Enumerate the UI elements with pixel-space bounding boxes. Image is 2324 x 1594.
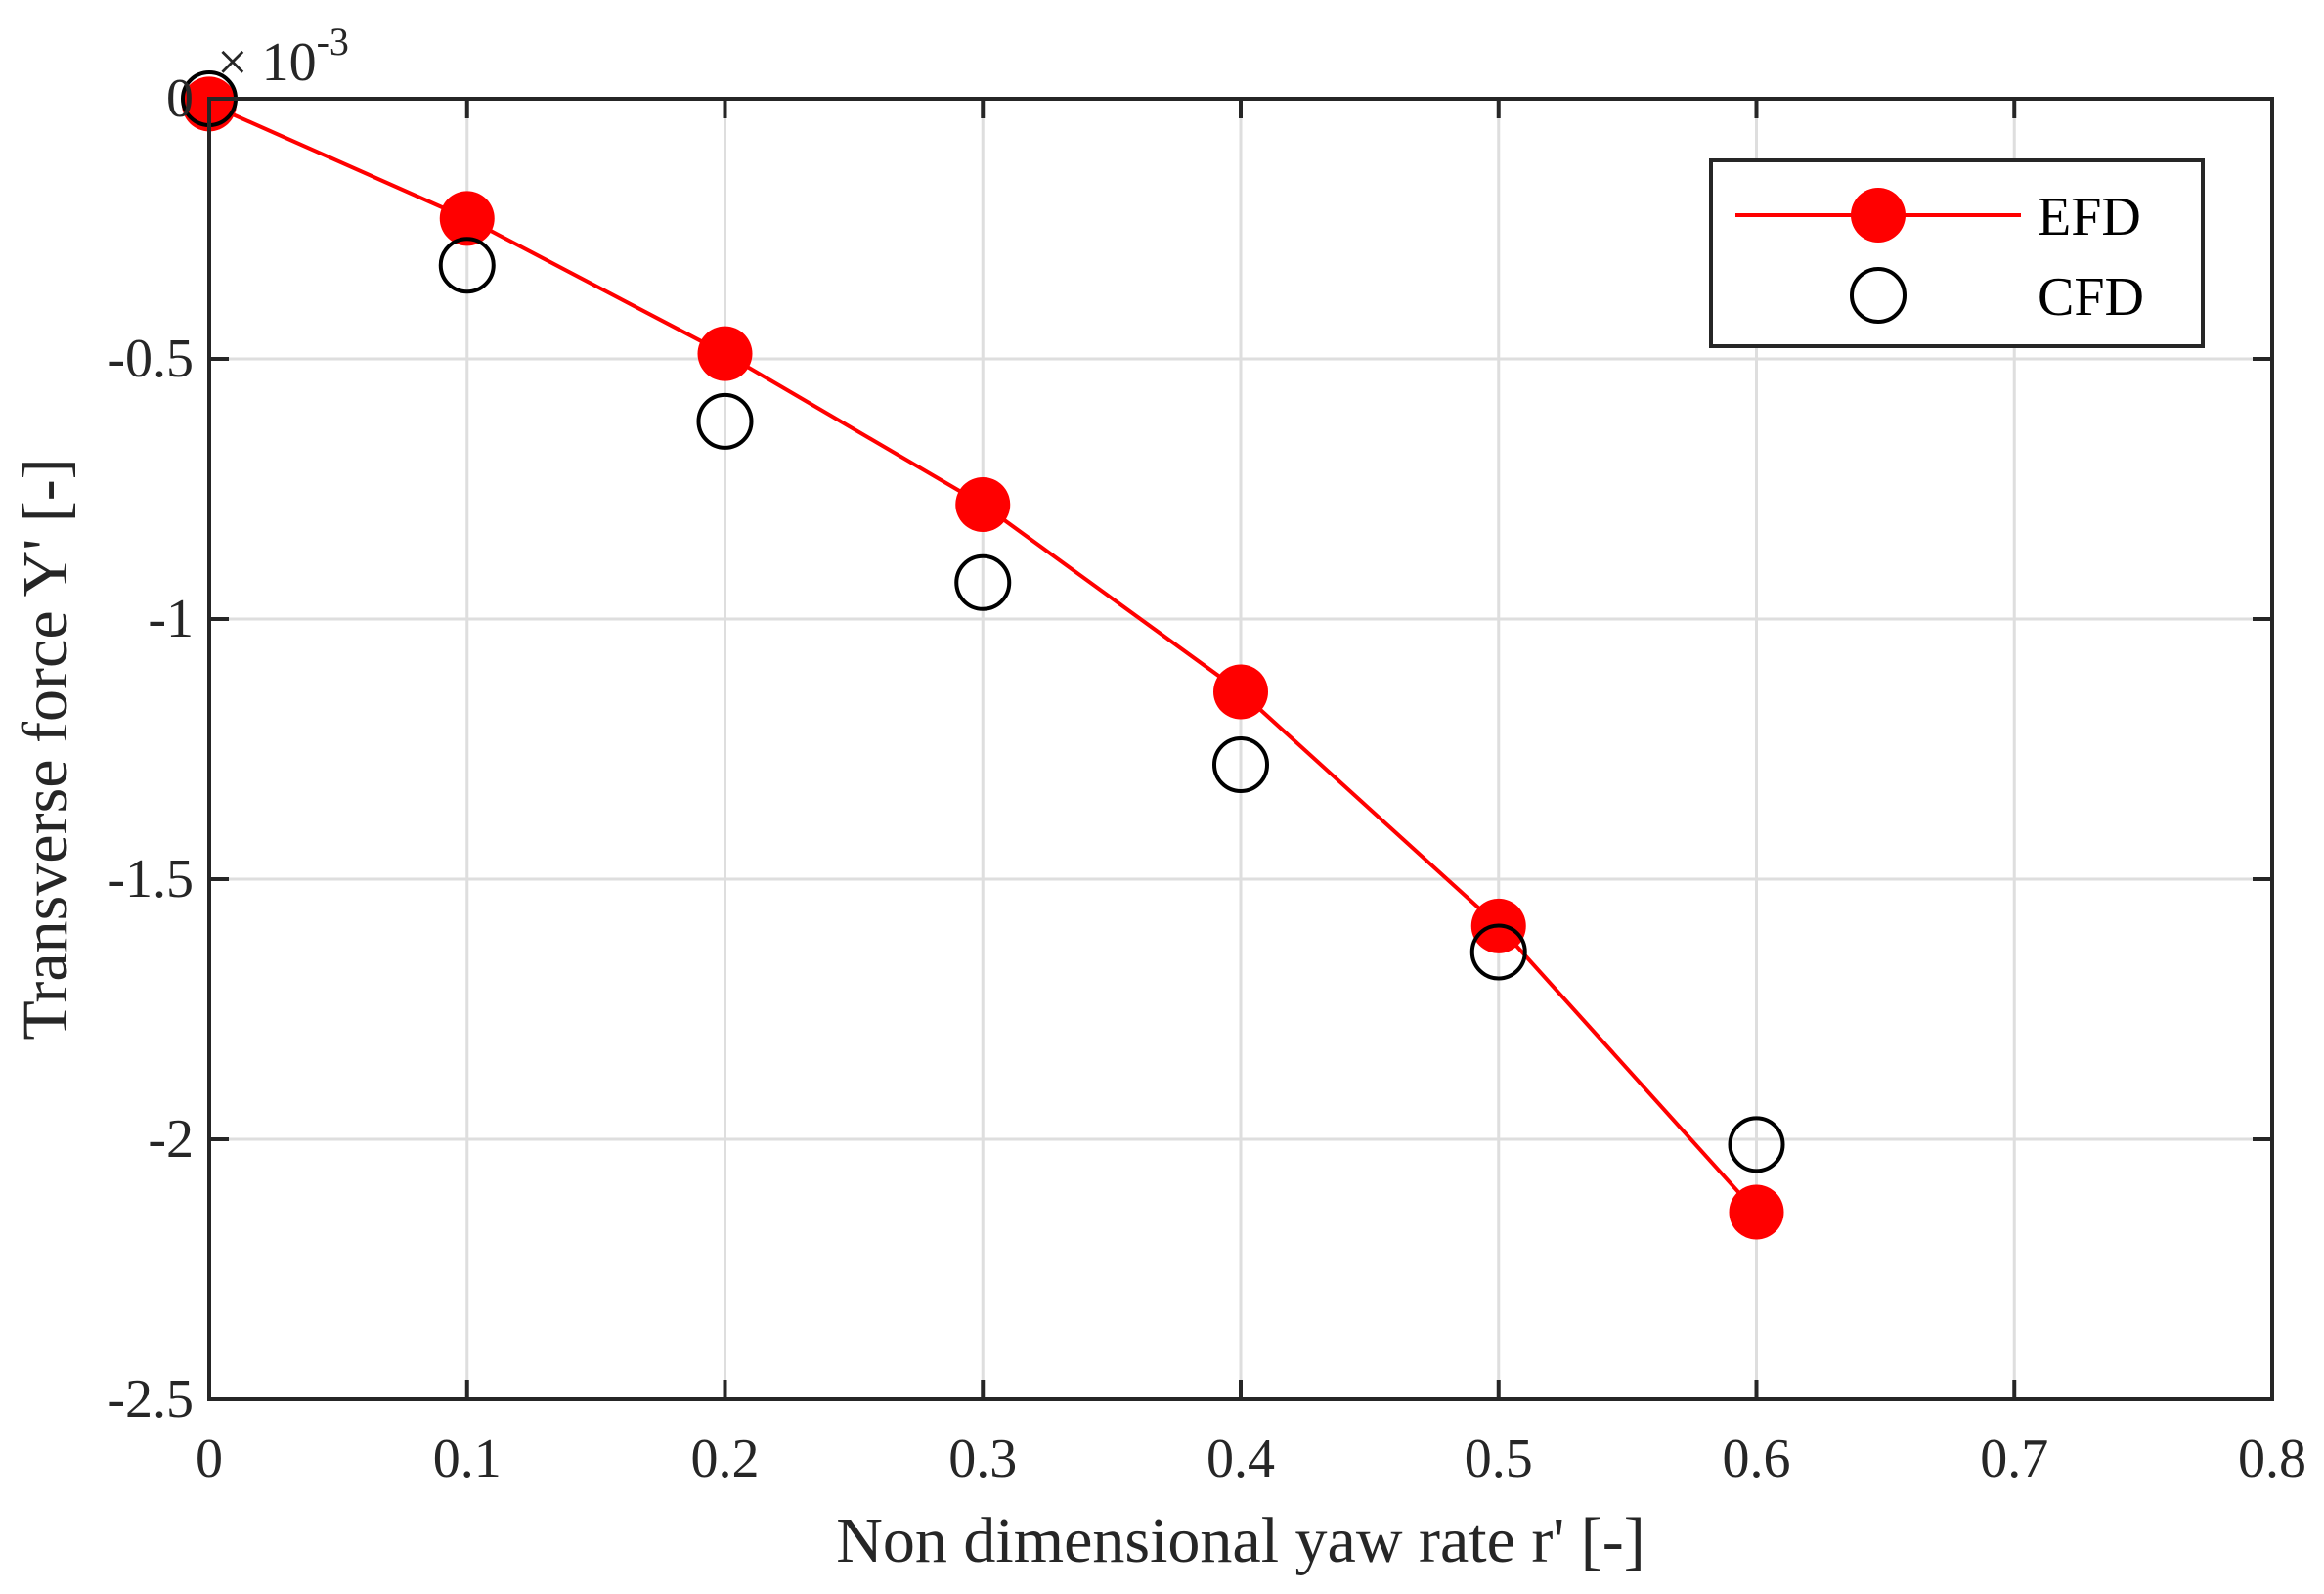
x-tick-label: 0.7 bbox=[1980, 1429, 2048, 1489]
cfd-point bbox=[1728, 1116, 1785, 1173]
legend-box bbox=[1709, 158, 2205, 348]
legend-cfd-marker bbox=[1850, 267, 1907, 324]
axes-box bbox=[207, 97, 2274, 1401]
x-tick-label: 0.6 bbox=[1723, 1429, 1791, 1489]
y-multiplier-exponent: -3 bbox=[317, 20, 349, 64]
legend-cfd-label: CFD bbox=[2038, 267, 2144, 328]
x-axis-label: Non dimensional yaw rate r' [-] bbox=[836, 1505, 1644, 1576]
x-tick-label: 0.8 bbox=[2238, 1429, 2306, 1489]
efd-point bbox=[1213, 664, 1268, 720]
efd-point bbox=[955, 476, 1011, 532]
y-tick-label: -0.5 bbox=[107, 329, 194, 389]
efd-point bbox=[697, 326, 753, 381]
cfd-point bbox=[696, 392, 754, 450]
y-tick-labels: 0 -0.5 -1 -1.5 -2 -2.5 bbox=[107, 68, 194, 1430]
x-tick-label: 0.1 bbox=[433, 1429, 502, 1489]
y-tick-label: -1.5 bbox=[107, 849, 194, 909]
legend-efd-label: EFD bbox=[2038, 187, 2141, 247]
y-tick-label: -1 bbox=[148, 589, 194, 649]
cfd-point bbox=[438, 237, 496, 294]
series bbox=[181, 70, 1785, 1240]
cfd-point bbox=[1212, 735, 1269, 793]
efd-point bbox=[1729, 1184, 1784, 1240]
y-tick-label: -2 bbox=[148, 1109, 194, 1170]
efd-point bbox=[439, 191, 495, 246]
x-tick-label: 0.2 bbox=[691, 1429, 760, 1489]
y-tick-label: -2.5 bbox=[107, 1369, 194, 1430]
y-tick-label: 0 bbox=[166, 68, 194, 129]
x-tick-label: 0 bbox=[196, 1429, 223, 1489]
cfd-point bbox=[954, 553, 1012, 611]
legend: EFD CFD bbox=[1709, 158, 2205, 348]
x-tick-label: 0.4 bbox=[1206, 1429, 1275, 1489]
x-tick-labels: 0 0.1 0.2 0.3 0.4 0.5 0.6 0.7 0.8 bbox=[196, 1429, 2306, 1489]
y-axis-label: Transverse force Y' [-] bbox=[10, 458, 81, 1040]
y-multiplier: × 10-3 bbox=[217, 20, 349, 93]
x-tick-label: 0.3 bbox=[948, 1429, 1017, 1489]
y-multiplier-base: × 10 bbox=[217, 32, 317, 93]
x-tick-label: 0.5 bbox=[1465, 1429, 1533, 1489]
cfd-point bbox=[1469, 923, 1527, 981]
legend-efd-marker bbox=[1851, 188, 1906, 243]
